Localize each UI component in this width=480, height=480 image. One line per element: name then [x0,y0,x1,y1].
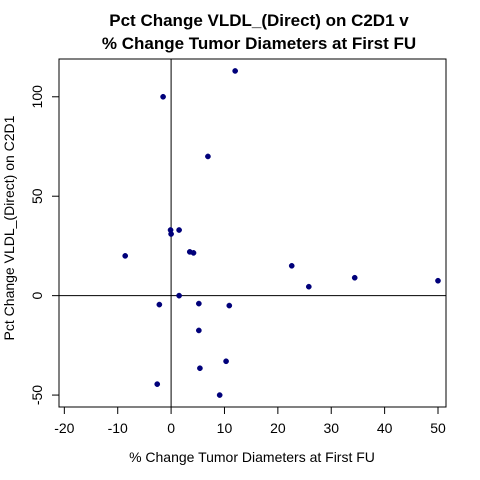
data-point [305,283,312,290]
reference-lines [59,59,446,407]
x-tick-label: 10 [217,420,233,436]
data-point [351,274,358,281]
y-axis-label: Pct Change VLDL_(Direct) on C2D1 [1,115,17,340]
y-tick-label: 50 [29,188,45,204]
x-tick-label: 0 [167,420,175,436]
data-point [205,153,211,160]
chart-title-line-1: Pct Change VLDL_(Direct) on C2D1 v [109,11,409,30]
data-points [122,68,441,398]
data-point [190,250,197,256]
y-tick-label: -50 [29,385,45,405]
data-point [154,381,161,387]
data-point [176,227,182,233]
x-tick-label: -10 [108,420,128,436]
data-point [226,302,233,309]
data-point [168,231,174,237]
data-point [223,358,229,365]
x-tick-label: 50 [430,420,446,436]
data-point [196,327,202,334]
x-tick-label: 20 [270,420,286,436]
chart-title-line-2: % Change Tumor Diameters at First FU [102,34,416,53]
data-point [288,262,295,269]
y-tick-label: 100 [29,85,45,109]
x-tick-label: 30 [323,420,339,436]
data-point [216,392,223,398]
data-point [232,68,239,74]
x-tick-label: -20 [54,420,74,436]
x-axis-label: % Change Tumor Diameters at First FU [129,449,375,465]
data-point [160,93,166,100]
plot-frame [58,58,447,408]
y-axis: -50 0 50 100 [29,85,60,405]
x-tick-label: 40 [377,420,393,436]
data-point [176,292,182,299]
y-tick-label: 0 [29,292,45,300]
data-point [122,253,129,259]
data-point [196,300,202,307]
data-point [156,301,163,308]
data-point [197,365,203,372]
x-axis: -20 -10 0 10 20 30 40 50 [54,406,446,436]
data-point [435,277,441,284]
